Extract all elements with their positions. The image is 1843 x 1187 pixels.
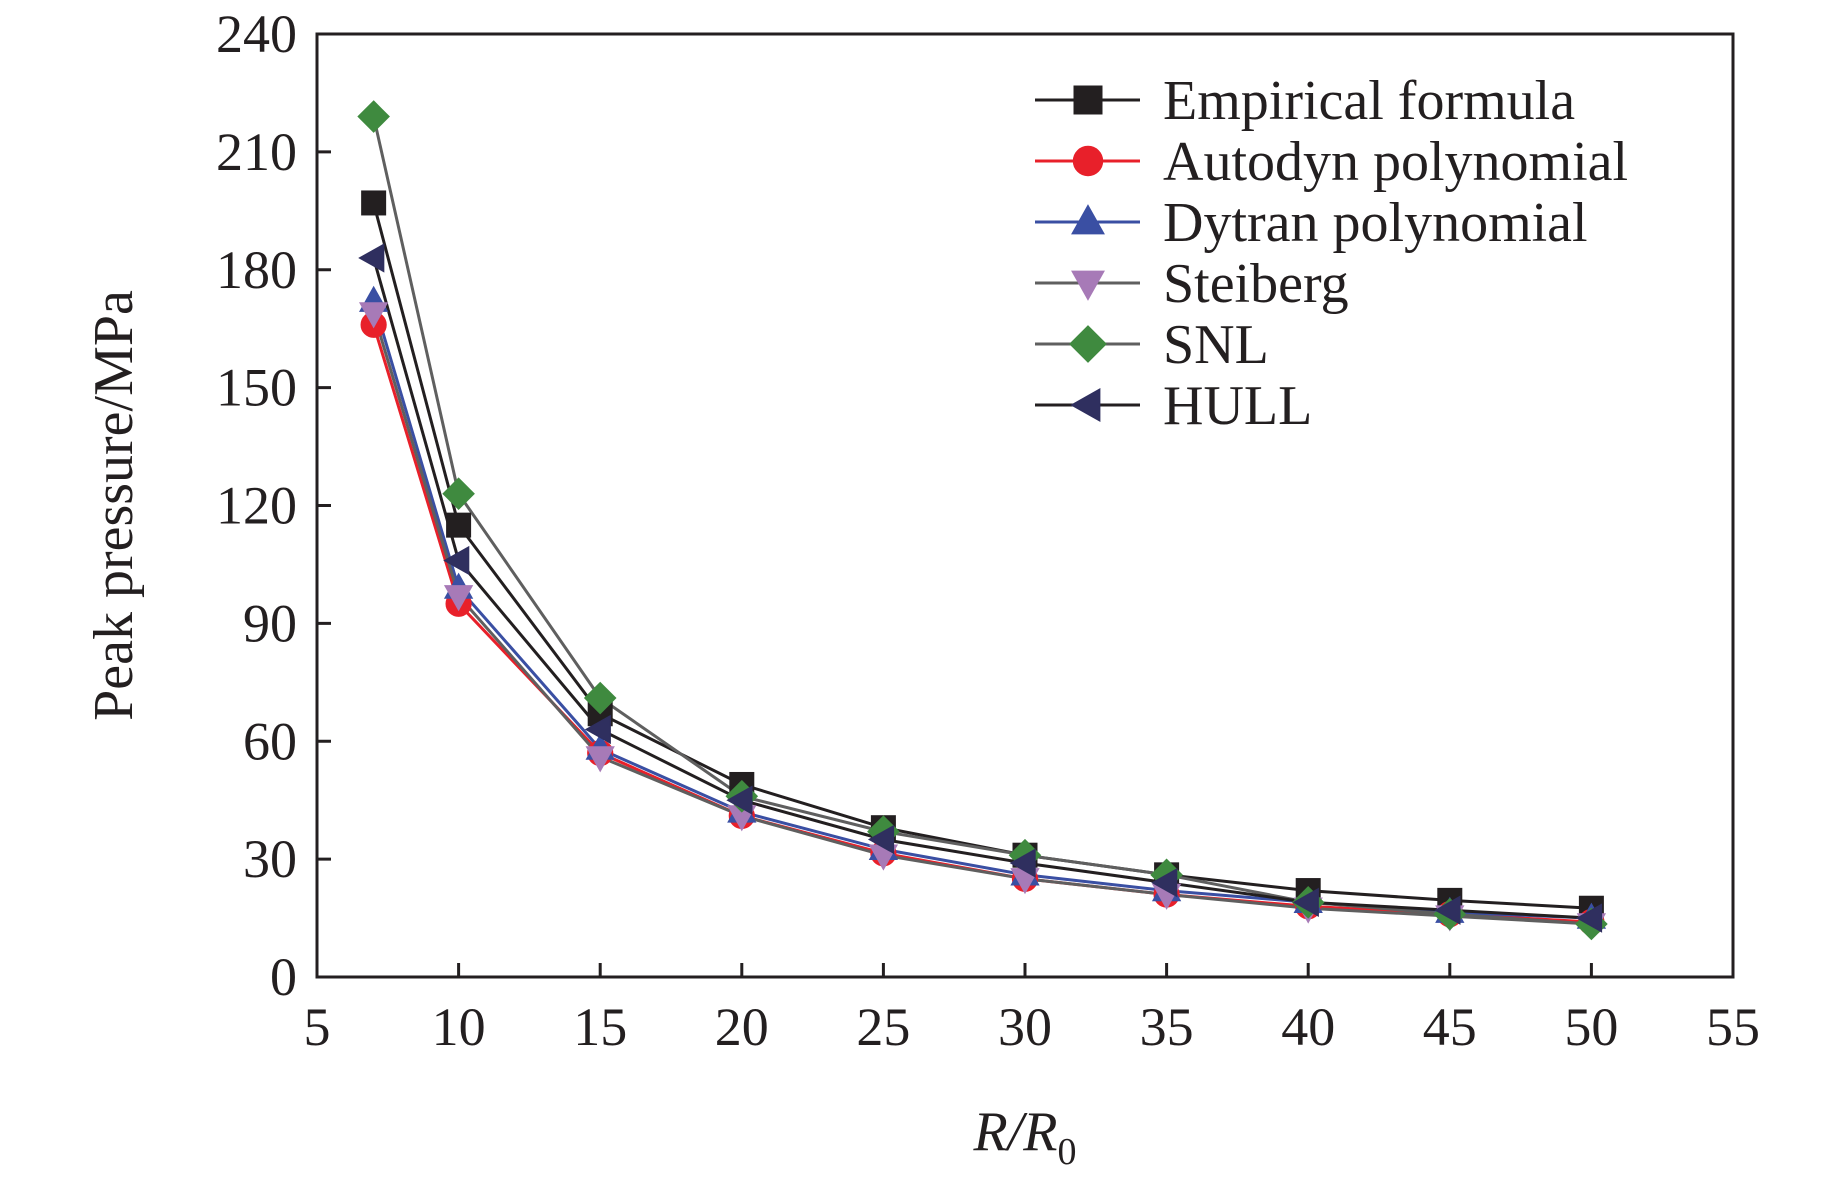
y-tick-label: 30	[243, 829, 297, 889]
data-point	[1009, 848, 1036, 878]
x-tick-label: 25	[856, 997, 910, 1057]
data-point	[357, 100, 390, 133]
data-point	[584, 714, 611, 745]
x-tick-label: 35	[1140, 997, 1194, 1057]
y-tick-label: 150	[216, 358, 297, 418]
y-tick-label: 180	[216, 240, 297, 300]
data-point	[585, 746, 615, 773]
x-tick-label: 15	[573, 997, 627, 1057]
x-tick-label: 50	[1564, 997, 1618, 1057]
y-tick-label: 90	[243, 593, 297, 653]
x-tick-label: 20	[715, 997, 769, 1057]
data-point	[583, 681, 617, 715]
series-line-2	[372, 300, 1592, 920]
x-tick-label: 45	[1423, 997, 1477, 1057]
data-point	[1434, 895, 1461, 925]
y-tick-label: 210	[216, 122, 297, 182]
series-line-1	[372, 324, 1592, 924]
legend-label: HULL	[1163, 375, 1312, 437]
data-point	[358, 243, 385, 273]
data-point	[867, 824, 895, 855]
legend-label: Autodyn polynomial	[1163, 131, 1628, 193]
x-axis: 5 10 15 20 25 30 35 40 45 50 55	[304, 963, 1760, 1057]
y-tick-label: 0	[270, 947, 297, 1007]
data-point	[1575, 903, 1603, 933]
legend-marker	[1072, 145, 1104, 177]
x-axis-title-subscript: 0	[1057, 1131, 1076, 1173]
legend-label: SNL	[1163, 314, 1269, 376]
data-point	[726, 785, 753, 815]
series-markers	[357, 100, 1608, 941]
x-axis-title-main: R/R	[973, 1101, 1058, 1163]
data-point	[358, 302, 389, 329]
y-tick-label: 240	[216, 4, 297, 64]
series-line-3	[372, 312, 1592, 926]
data-point	[1292, 887, 1319, 917]
data-point	[443, 585, 474, 612]
data-point	[1151, 868, 1178, 898]
legend-marker	[1069, 325, 1107, 363]
series-line-0	[372, 202, 1592, 910]
x-axis-title: R/R0	[973, 1101, 1077, 1173]
y-tick-label: 60	[243, 711, 297, 771]
legend-label: Empirical formula	[1163, 70, 1575, 132]
legend-marker	[1073, 85, 1103, 115]
y-axis: 0 30 60 90 120 150 180 210 240	[216, 4, 331, 1007]
x-tick-label: 10	[432, 997, 486, 1057]
series-line-5	[372, 257, 1592, 920]
data-point	[361, 190, 387, 216]
series-line-4	[372, 116, 1592, 926]
data-point	[446, 512, 472, 538]
x-tick-label: 55	[1706, 997, 1760, 1057]
legend-marker	[1071, 270, 1105, 301]
legend-marker	[1071, 204, 1105, 235]
legend-label: Steiberg	[1163, 253, 1349, 315]
legend-marker	[1070, 388, 1101, 422]
x-tick-label: 30	[998, 997, 1052, 1057]
legend-label: Dytran polynomial	[1163, 192, 1588, 254]
data-point	[442, 477, 475, 511]
x-tick-label: 5	[304, 997, 331, 1057]
series-lines	[372, 116, 1592, 926]
y-tick-label: 120	[216, 476, 297, 536]
data-point	[443, 545, 470, 576]
x-tick-label: 40	[1281, 997, 1335, 1057]
y-axis-title: Peak pressure/MPa	[83, 290, 145, 721]
